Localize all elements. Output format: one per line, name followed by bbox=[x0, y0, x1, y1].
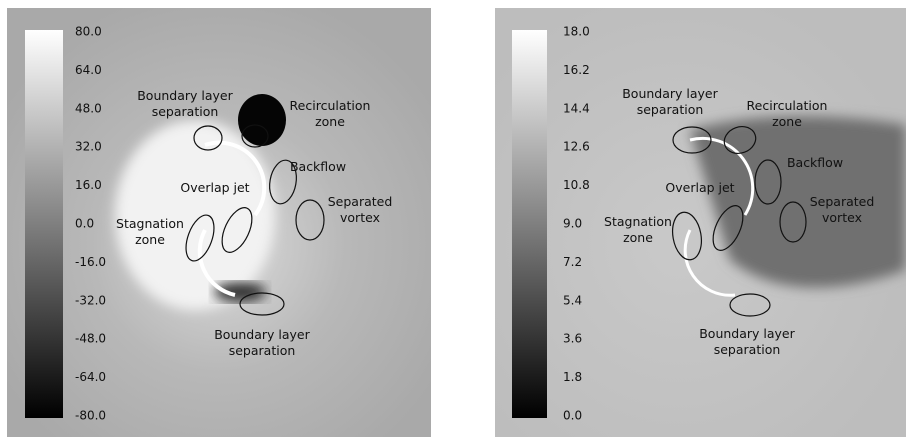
colorbar-tick-label: 64.0 bbox=[75, 63, 102, 77]
annotation-ellipse bbox=[779, 201, 807, 243]
annotation-line: Boundary layer bbox=[699, 326, 795, 341]
annotation-ellipse bbox=[672, 126, 712, 154]
colorbar-tick-label: 48.0 bbox=[75, 101, 102, 115]
annotation-line: separation bbox=[714, 342, 781, 357]
colorbar-tick-label: -64.0 bbox=[75, 370, 106, 384]
annotation-line: zone bbox=[772, 114, 802, 129]
annotation-label: Boundary layer separation bbox=[214, 327, 310, 358]
colorbar-tick-label: 9.0 bbox=[563, 217, 582, 231]
colorbar-tick-label: 10.8 bbox=[563, 178, 590, 192]
colorbar bbox=[512, 30, 547, 418]
annotation-line: zone bbox=[623, 230, 653, 245]
colorbar-tick-label: 32.0 bbox=[75, 140, 102, 154]
colorbar-tick-label: 1.8 bbox=[563, 370, 582, 384]
annotation-line: zone bbox=[135, 232, 165, 247]
annotation-line: Recirculation bbox=[747, 98, 828, 113]
annotation-line: separation bbox=[229, 343, 296, 358]
annotation-ellipse bbox=[723, 126, 757, 154]
colorbar-tick-label: -32.0 bbox=[75, 293, 106, 307]
colorbar-tick-label: 80.0 bbox=[75, 25, 102, 39]
annotation-line: Separated bbox=[328, 194, 393, 209]
annotation-line: separation bbox=[152, 104, 219, 119]
annotation-label: Separated vortex bbox=[810, 194, 875, 225]
annotation-label: Boundary layer separation bbox=[137, 88, 233, 119]
annotation-ellipse bbox=[754, 159, 782, 205]
annotation-ellipse bbox=[239, 292, 285, 316]
annotation-label: Stagnation zone bbox=[604, 214, 672, 245]
annotation-line: Stagnation bbox=[604, 214, 672, 229]
annotation-line: Separated bbox=[810, 194, 875, 209]
colorbar-tick-label: 0.0 bbox=[75, 217, 94, 231]
annotation-line: Backflow bbox=[290, 159, 346, 174]
annotation-line: separation bbox=[637, 102, 704, 117]
colorbar-tick-label: 0.0 bbox=[563, 409, 582, 423]
annotation-ellipse bbox=[221, 207, 253, 253]
colorbar-tick-label: 16.2 bbox=[563, 63, 590, 77]
low-region bbox=[238, 94, 286, 146]
annotation-ellipse bbox=[193, 125, 223, 151]
annotation-line: Boundary layer bbox=[137, 88, 233, 103]
annotation-label: Backflow bbox=[787, 155, 843, 170]
colorbar bbox=[25, 30, 63, 418]
annotation-ellipse bbox=[671, 211, 703, 261]
colorbar-tick-label: -16.0 bbox=[75, 255, 106, 269]
annotation-ellipse bbox=[241, 124, 269, 148]
annotation-line: vortex bbox=[822, 210, 862, 225]
annotation-label: Overlap jet bbox=[665, 180, 734, 195]
blade bbox=[689, 136, 755, 216]
annotation-line: Backflow bbox=[787, 155, 843, 170]
annotation-line: vortex bbox=[340, 210, 380, 225]
colorbar-tick-label: -48.0 bbox=[75, 332, 106, 346]
annotation-label: Recirculation zone bbox=[290, 98, 371, 129]
annotation-label: Overlap jet bbox=[180, 180, 249, 195]
annotation-ellipse bbox=[729, 293, 771, 317]
blade bbox=[197, 229, 236, 297]
colorbar-tick-label: 12.6 bbox=[563, 140, 590, 154]
annotation-label: Boundary layer separation bbox=[699, 326, 795, 357]
annotation-label: Separated vortex bbox=[328, 194, 393, 225]
blade bbox=[683, 229, 736, 297]
colorbar-tick-label: 16.0 bbox=[75, 178, 102, 192]
annotation-line: Stagnation bbox=[116, 216, 184, 231]
annotation-line: Recirculation bbox=[290, 98, 371, 113]
annotation-line: Boundary layer bbox=[622, 86, 718, 101]
colorbar-tick-label: 18.0 bbox=[563, 25, 590, 39]
colorbar-tick-label: 3.6 bbox=[563, 332, 582, 346]
annotation-label: Boundary layer separation bbox=[622, 86, 718, 117]
annotation-line: Overlap jet bbox=[180, 180, 249, 195]
annotation-ellipse bbox=[185, 214, 215, 262]
annotation-line: zone bbox=[315, 114, 345, 129]
high-region bbox=[115, 120, 275, 310]
annotation-ellipse bbox=[295, 199, 325, 241]
annotation-label: Recirculation zone bbox=[747, 98, 828, 129]
annotation-line: Overlap jet bbox=[665, 180, 734, 195]
colorbar-tick-label: -80.0 bbox=[75, 409, 106, 423]
annotation-label: Stagnation zone bbox=[116, 216, 184, 247]
colorbar-tick-label: 5.4 bbox=[563, 293, 582, 307]
low-region bbox=[214, 282, 266, 302]
annotation-line: Boundary layer bbox=[214, 327, 310, 342]
annotation-ellipse bbox=[712, 205, 744, 251]
colorbar-tick-label: 14.4 bbox=[563, 101, 590, 115]
annotation-label: Backflow bbox=[290, 159, 346, 174]
blade bbox=[204, 140, 267, 217]
annotation-ellipse bbox=[269, 159, 297, 205]
colorbar-tick-label: 7.2 bbox=[563, 255, 582, 269]
